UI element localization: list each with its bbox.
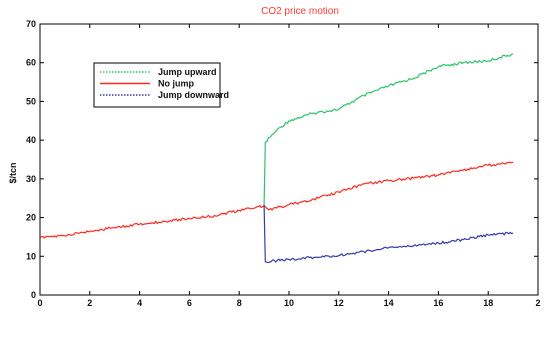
legend-box	[93, 62, 221, 108]
x-tick-label: 0	[37, 298, 42, 308]
y-tick-label: 70	[26, 19, 36, 29]
x-tick-label: 6	[187, 298, 192, 308]
x-axis: 0 2 4 6 8 10 12 14 16 18 2	[37, 24, 541, 308]
x-tick-label: 4	[137, 298, 142, 308]
y-tick-label: 0	[31, 290, 36, 300]
legend-label: Jump upward	[158, 67, 217, 77]
x-tick-label: 16	[433, 298, 443, 308]
y-tick-label: 20	[26, 213, 36, 223]
x-tick-label: 14	[384, 298, 394, 308]
y-tick-label: 10	[26, 251, 36, 261]
series-line-jump-upward	[263, 53, 514, 206]
x-tick-label: 18	[483, 298, 493, 308]
y-axis: 0 10 20 30 40 50 60 70	[26, 19, 538, 300]
legend-label: Jump downward	[158, 90, 229, 100]
series-layer	[39, 53, 514, 263]
y-tick-label: 50	[26, 96, 36, 106]
y-axis-label: $/tcn	[8, 162, 18, 183]
x-tick-label: 12	[334, 298, 344, 308]
chart-title: CO2 price motion	[261, 6, 339, 17]
series-line-jump-downward	[263, 205, 514, 263]
y-tick-label: 60	[26, 58, 36, 68]
x-tick-label: 2	[535, 298, 540, 308]
x-tick-label: 2	[87, 298, 92, 308]
series-line-no-jump	[39, 161, 514, 239]
legend-label: No jump	[158, 79, 194, 89]
x-tick-label: 8	[237, 298, 242, 308]
y-tick-label: 40	[26, 135, 36, 145]
x-tick-label: 10	[284, 298, 294, 308]
y-tick-label: 30	[26, 174, 36, 184]
